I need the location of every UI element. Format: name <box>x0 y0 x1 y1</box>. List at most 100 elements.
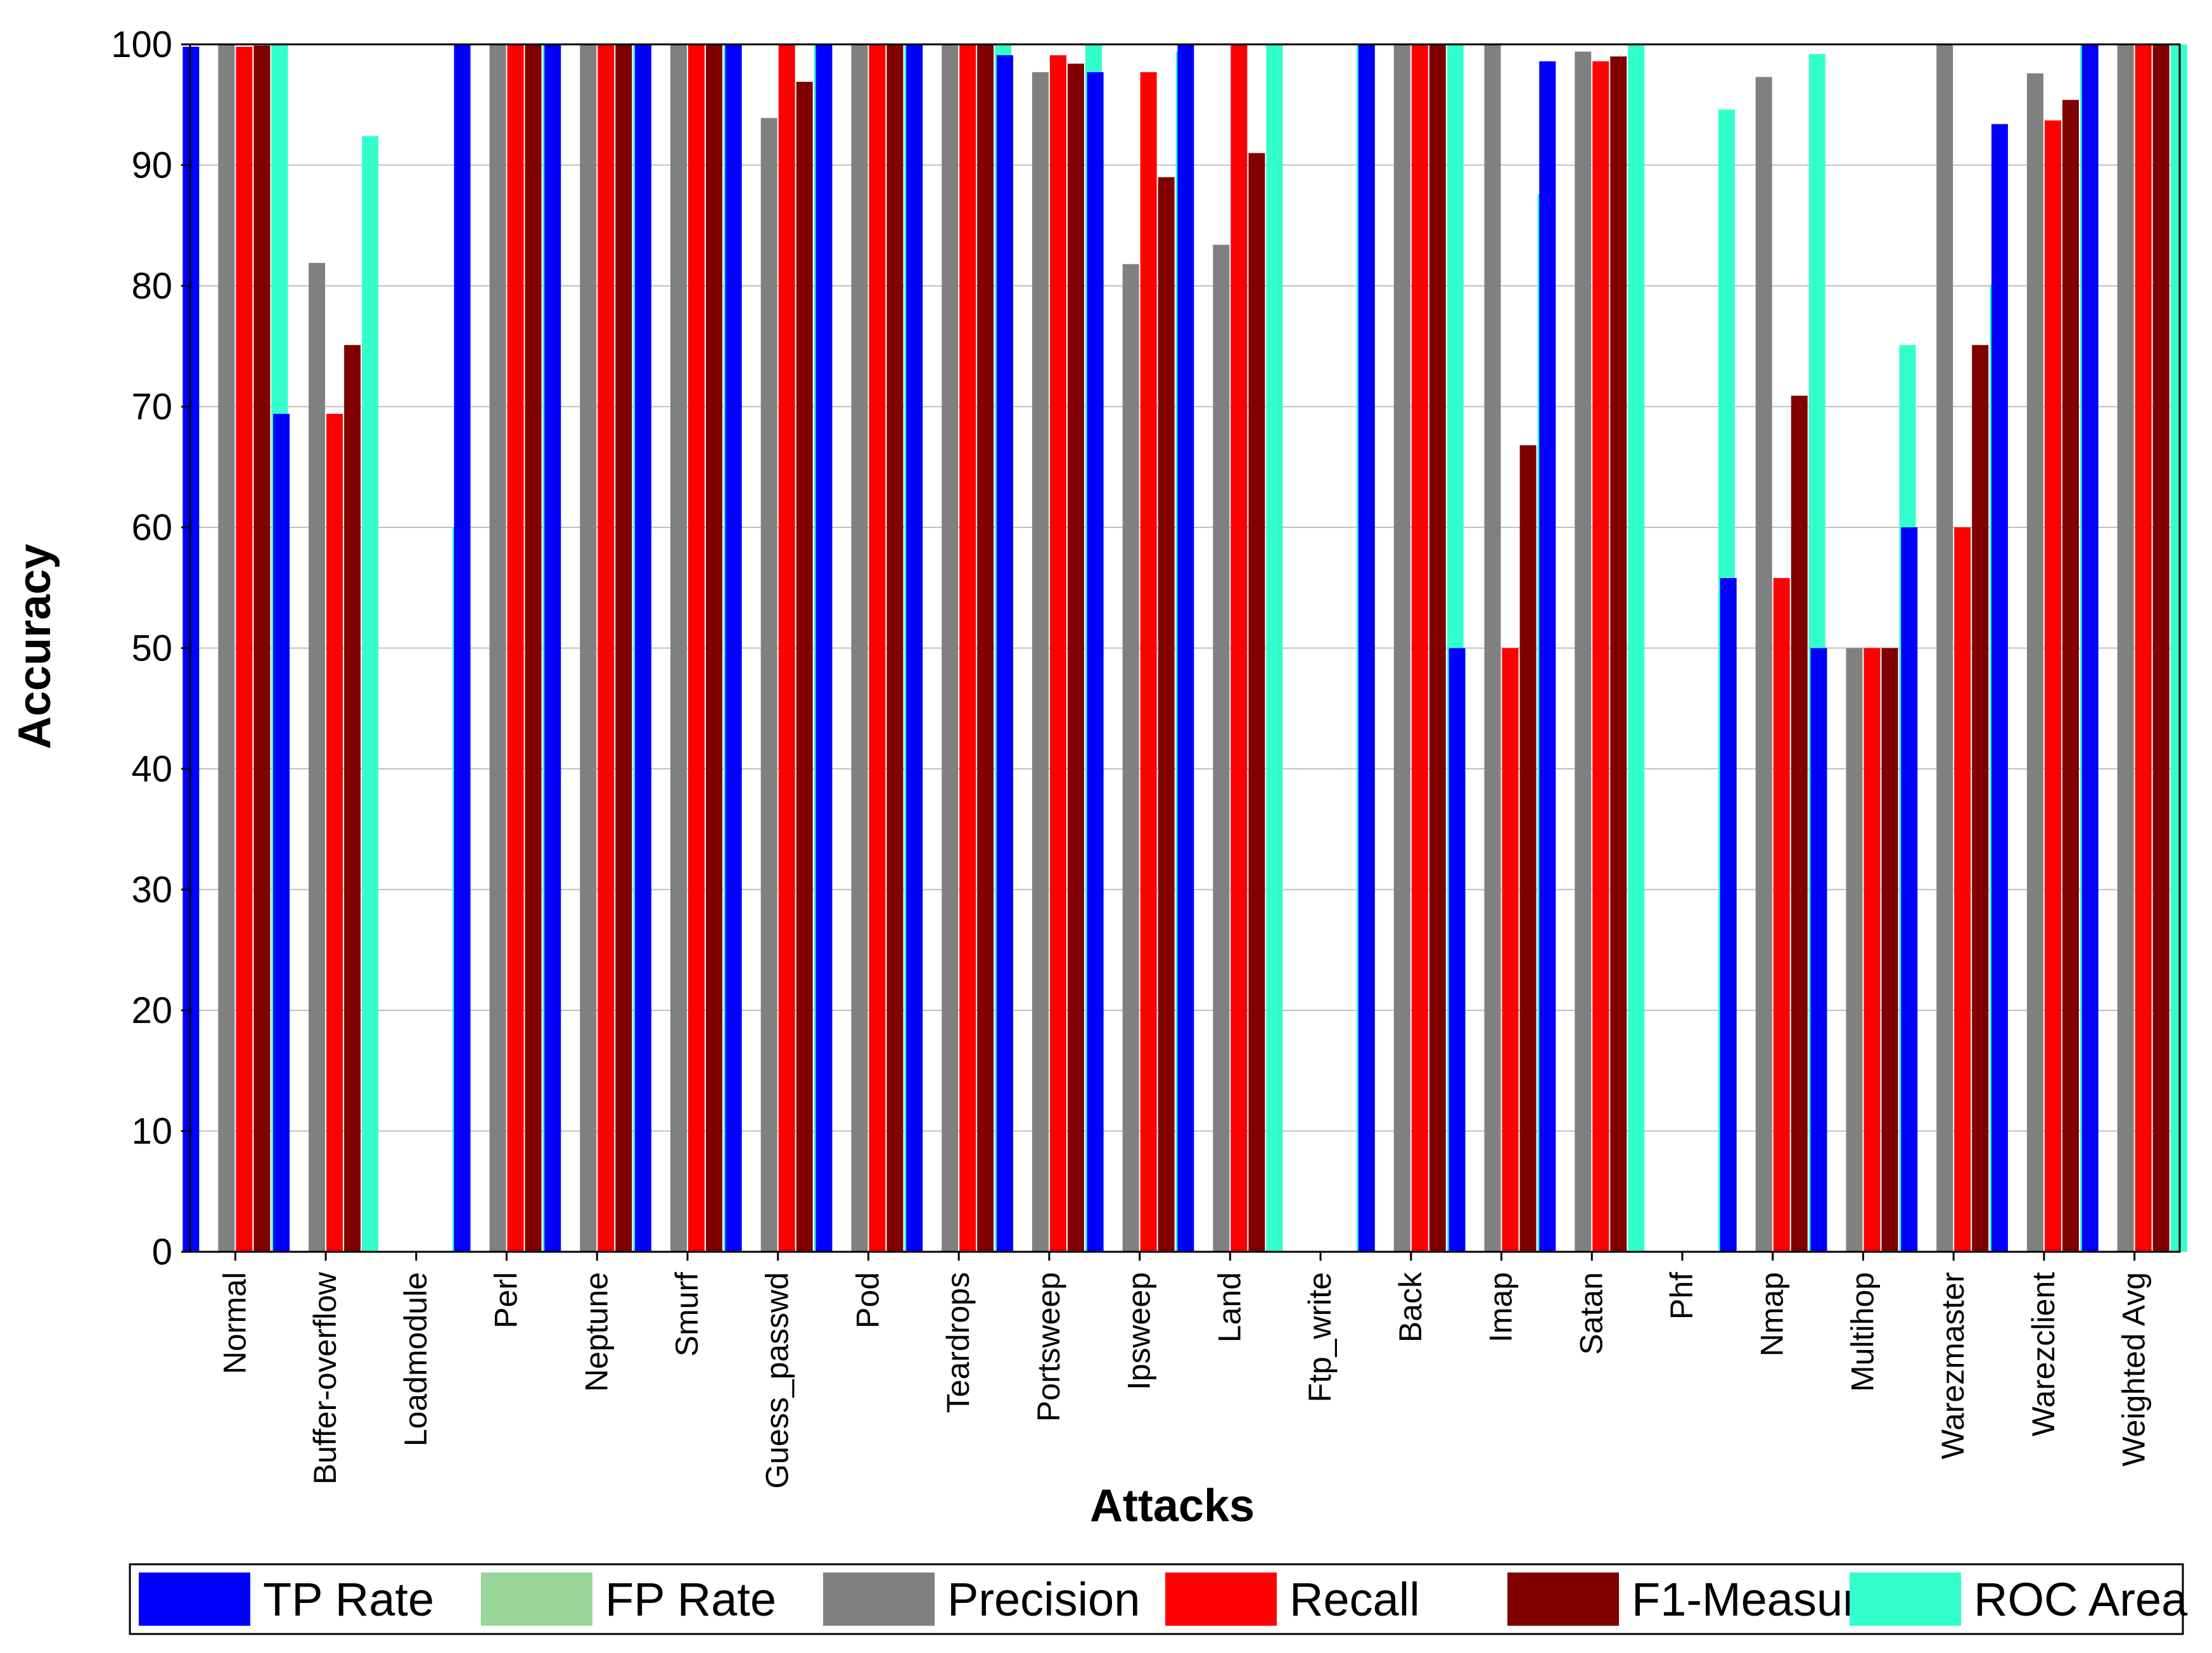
bar <box>326 413 343 1252</box>
bar-group <box>1810 345 1916 1252</box>
bar <box>525 44 542 1252</box>
legend-item: Precision <box>823 1573 1140 1626</box>
x-tick-label: Phf <box>1664 1272 1699 1320</box>
bar <box>1266 44 1283 1252</box>
bar <box>977 44 994 1252</box>
x-tick-label: Neptune <box>579 1272 614 1392</box>
bar <box>1864 648 1881 1252</box>
bar <box>1575 51 1592 1252</box>
x-tick-label: Ipsweep <box>1122 1272 1157 1390</box>
bar-group <box>1177 44 1283 1252</box>
bar-group <box>273 136 379 1252</box>
bar <box>688 44 705 1252</box>
bar <box>1773 578 1790 1252</box>
bar <box>635 44 651 1252</box>
bar <box>725 44 742 1252</box>
x-axis-ticks: Normal Buffer-overflow Loadmodule Perl Neptu… <box>217 1252 2152 1489</box>
x-tick-label: Imap <box>1483 1272 1519 1342</box>
bar <box>580 44 597 1252</box>
y-tick-label: 60 <box>131 507 172 548</box>
x-tick-label: Land <box>1211 1272 1247 1342</box>
bar <box>1755 77 1772 1252</box>
bar <box>454 44 471 1252</box>
bar <box>1393 44 1410 1252</box>
bar <box>996 55 1013 1252</box>
bar-group <box>996 44 1102 1252</box>
legend-item: TP Rate <box>139 1573 434 1626</box>
x-tick-label: Smurf <box>669 1272 705 1356</box>
bar <box>615 44 632 1252</box>
y-tick-label: 40 <box>131 749 172 790</box>
bar <box>1448 648 1466 1252</box>
bar <box>544 44 561 1252</box>
bar <box>886 44 904 1252</box>
bar <box>1049 55 1066 1252</box>
bar <box>1411 44 1428 1252</box>
bar <box>869 44 886 1252</box>
bar <box>1628 44 1645 1252</box>
bar-group <box>815 44 921 1252</box>
bar <box>1810 648 1827 1252</box>
x-tick-label: Warezmaster <box>1935 1272 1971 1459</box>
bar <box>1177 44 1194 1252</box>
y-tick-label: 0 <box>152 1232 172 1273</box>
bar <box>760 118 777 1252</box>
x-tick-label: Guess_passwd <box>760 1272 795 1489</box>
bar <box>1539 61 1556 1252</box>
bar <box>796 82 813 1252</box>
legend-label: FP Rate <box>605 1573 776 1626</box>
legend-label: Precision <box>947 1573 1140 1626</box>
bar-group <box>1539 44 1645 1252</box>
bar-group <box>1358 44 1464 1252</box>
x-tick-label: Teardrops <box>940 1272 976 1413</box>
y-tick-label: 80 <box>131 266 172 307</box>
bar <box>236 46 253 1252</box>
bar <box>2117 44 2134 1252</box>
bar <box>309 262 326 1252</box>
bar <box>344 345 361 1252</box>
legend-swatch <box>481 1573 592 1626</box>
x-tick-label: Satan <box>1573 1272 1609 1355</box>
bar <box>1087 72 1104 1252</box>
y-tick-label: 30 <box>131 870 172 911</box>
y-tick-label: 90 <box>131 145 172 186</box>
bar <box>1158 177 1175 1252</box>
legend-item: Recall <box>1165 1573 1420 1626</box>
bar <box>1067 63 1084 1252</box>
bar <box>1502 648 1519 1252</box>
x-tick-label: Perl <box>489 1272 524 1328</box>
bar <box>1484 44 1501 1252</box>
bar <box>959 44 976 1252</box>
x-tick-label: Ftp_write <box>1302 1272 1338 1403</box>
bar <box>1720 578 1737 1252</box>
bar <box>851 44 868 1252</box>
legend-swatch <box>1165 1573 1277 1626</box>
bar <box>1972 345 1989 1252</box>
bar-group <box>1087 51 1192 1252</box>
bar <box>489 44 506 1252</box>
bar <box>706 44 722 1252</box>
bars <box>182 44 2187 1252</box>
legend-item: FP Rate <box>481 1573 776 1626</box>
bar <box>1358 44 1375 1252</box>
legend-swatch <box>139 1573 250 1626</box>
bar <box>815 44 833 1252</box>
bar-group <box>1448 44 1554 1252</box>
bar <box>598 44 615 1252</box>
x-tick-label: Weighted Avg <box>2116 1272 2152 1467</box>
bar <box>2081 44 2099 1252</box>
bar <box>906 44 923 1252</box>
bar <box>1032 72 1049 1252</box>
bar <box>253 45 271 1252</box>
bar <box>1140 72 1157 1252</box>
y-tick-label: 70 <box>131 387 172 428</box>
x-tick-label: Pod <box>850 1272 885 1328</box>
bar <box>1954 527 1971 1252</box>
legend-item: ROC Area <box>1850 1573 2188 1626</box>
bar-group <box>1720 54 1825 1252</box>
legend-swatch <box>823 1573 935 1626</box>
bar <box>778 44 795 1252</box>
bar <box>1231 44 1248 1252</box>
legend-item: F1-Measure <box>1507 1573 1884 1626</box>
